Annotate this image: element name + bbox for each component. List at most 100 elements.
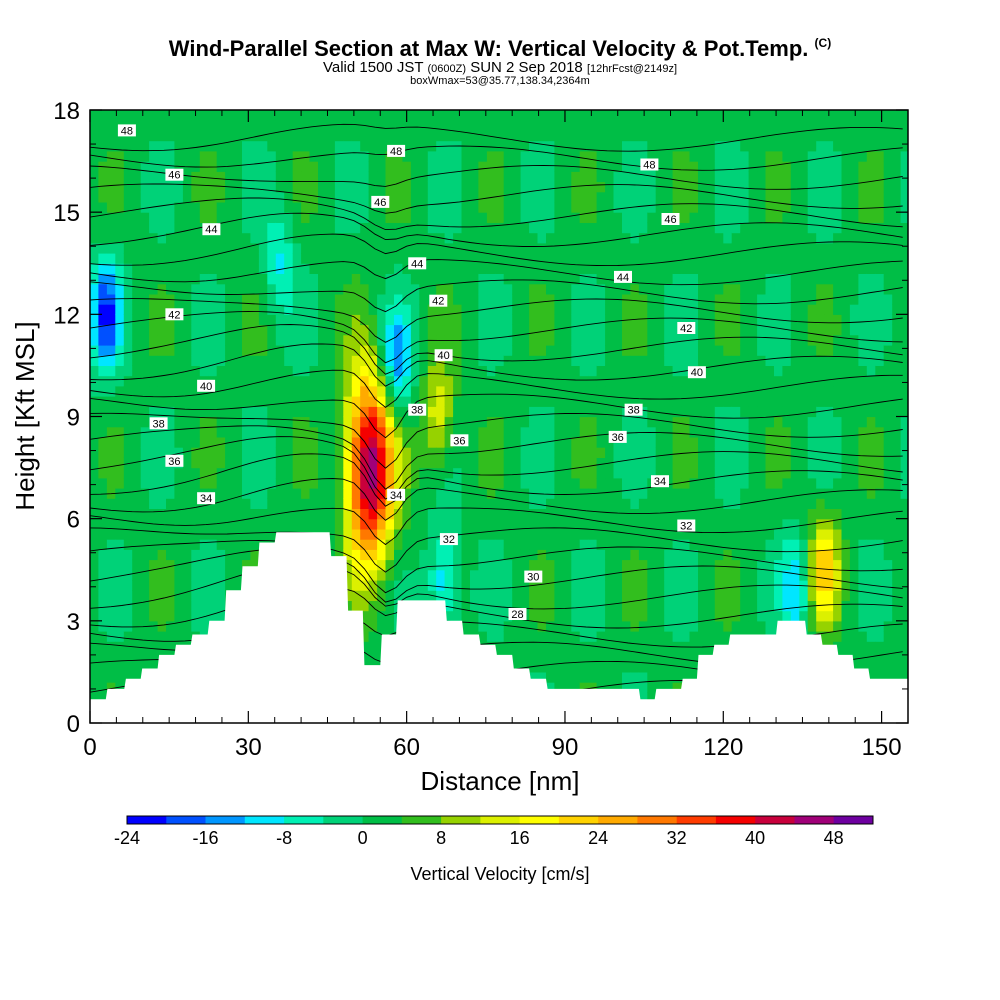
velocity-cell <box>123 498 133 509</box>
velocity-cell <box>98 569 108 581</box>
velocity-cell <box>410 334 420 346</box>
velocity-cell <box>638 610 648 622</box>
velocity-cell <box>495 150 505 162</box>
velocity-cell <box>410 222 420 234</box>
velocity-cell <box>199 314 209 326</box>
velocity-cell <box>495 130 505 142</box>
velocity-cell <box>191 498 201 509</box>
velocity-cell <box>436 150 446 162</box>
velocity-cell <box>106 426 116 438</box>
velocity-cell <box>529 631 539 642</box>
velocity-cell <box>571 130 581 142</box>
velocity-cell <box>199 201 209 213</box>
velocity-cell <box>605 508 615 520</box>
velocity-cell <box>326 304 336 315</box>
velocity-cell <box>689 436 699 448</box>
velocity-cell <box>470 620 479 632</box>
velocity-cell <box>360 406 370 418</box>
velocity-cell <box>132 436 142 448</box>
velocity-cell <box>208 539 218 550</box>
velocity-cell <box>774 447 783 458</box>
velocity-cell <box>216 365 226 377</box>
velocity-cell <box>461 559 471 571</box>
velocity-cell <box>115 580 125 591</box>
velocity-cell <box>782 242 792 254</box>
velocity-cell <box>546 651 555 663</box>
velocity-cell <box>723 355 733 366</box>
velocity-cell <box>368 610 378 622</box>
velocity-cell <box>166 396 175 407</box>
velocity-cell <box>613 508 623 520</box>
velocity-cell <box>385 293 395 305</box>
velocity-cell <box>275 201 285 213</box>
velocity-cell <box>672 201 682 213</box>
velocity-cell <box>512 375 522 387</box>
velocity-cell <box>410 161 420 172</box>
velocity-cell <box>394 242 403 254</box>
velocity-cell <box>157 120 167 131</box>
velocity-cell <box>689 406 699 418</box>
velocity-cell <box>267 488 277 499</box>
velocity-cell <box>360 600 370 612</box>
velocity-cell <box>98 692 108 704</box>
velocity-cell <box>275 457 285 469</box>
velocity-cell <box>723 406 733 418</box>
velocity-cell <box>377 324 387 336</box>
velocity-cell <box>343 242 353 254</box>
velocity-cell <box>546 232 555 244</box>
velocity-cell <box>470 559 479 571</box>
velocity-cell <box>664 620 674 632</box>
velocity-cell <box>394 396 403 407</box>
velocity-cell <box>470 488 479 499</box>
velocity-cell <box>478 253 488 264</box>
velocity-cell <box>90 263 99 274</box>
velocity-cell <box>740 283 750 295</box>
velocity-cell <box>208 283 218 295</box>
velocity-cell <box>427 539 437 550</box>
velocity-cell <box>698 375 707 387</box>
velocity-cell <box>774 191 783 203</box>
velocity-cell <box>706 426 716 438</box>
velocity-cell <box>630 385 640 397</box>
velocity-cell <box>638 355 648 366</box>
velocity-cell <box>664 365 674 377</box>
velocity-cell <box>166 232 175 244</box>
velocity-cell <box>140 345 150 356</box>
velocity-cell <box>199 436 209 448</box>
velocity-cell <box>123 426 133 438</box>
velocity-cell <box>748 314 758 326</box>
velocity-cell <box>343 232 353 244</box>
velocity-cell <box>757 416 767 428</box>
velocity-cell <box>275 110 285 121</box>
velocity-cell <box>199 406 209 418</box>
velocity-cell <box>613 610 623 622</box>
velocity-cell <box>275 130 285 142</box>
velocity-cell <box>166 273 175 285</box>
velocity-cell <box>782 488 792 499</box>
velocity-cell <box>503 191 513 203</box>
velocity-cell <box>486 334 496 346</box>
velocity-cell <box>546 661 555 673</box>
velocity-cell <box>520 539 530 550</box>
velocity-cell <box>98 130 108 142</box>
velocity-cell <box>453 498 463 509</box>
velocity-cell <box>267 293 277 305</box>
velocity-cell <box>225 212 235 223</box>
velocity-cell <box>427 436 437 448</box>
velocity-cell <box>115 191 125 203</box>
velocity-cell <box>706 436 716 448</box>
velocity-cell <box>174 222 184 234</box>
velocity-cell <box>672 385 682 397</box>
velocity-cell <box>630 396 640 407</box>
velocity-cell <box>579 201 589 213</box>
velocity-cell <box>427 559 437 571</box>
velocity-cell <box>672 253 682 264</box>
velocity-cell <box>351 293 361 305</box>
velocity-cell <box>647 416 657 428</box>
velocity-cell <box>529 140 539 152</box>
velocity-cell <box>149 426 159 438</box>
velocity-cell <box>672 232 682 244</box>
velocity-cell <box>123 661 133 673</box>
velocity-cell <box>554 416 564 428</box>
velocity-cell <box>242 273 251 285</box>
